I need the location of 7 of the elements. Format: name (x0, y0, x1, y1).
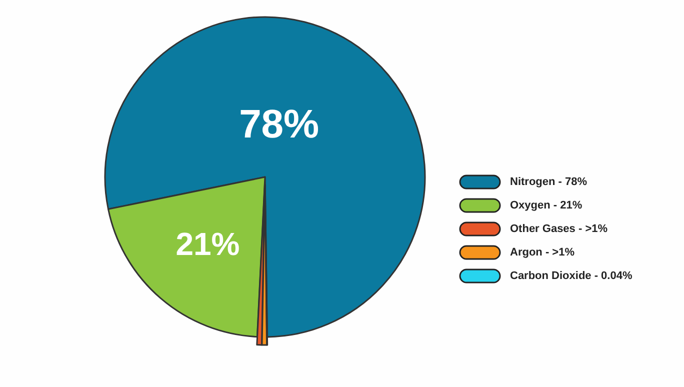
data-label: 21% (176, 226, 240, 262)
legend-label: Argon - >1% (510, 246, 575, 258)
legend-label: Other Gases - >1% (510, 223, 608, 235)
legend-label: Nitrogen - 78% (510, 176, 588, 188)
data-label: 78% (239, 102, 320, 147)
legend-label: Carbon Dioxide - 0.04% (510, 270, 632, 282)
legend-label: Oxygen - 21% (510, 200, 582, 212)
